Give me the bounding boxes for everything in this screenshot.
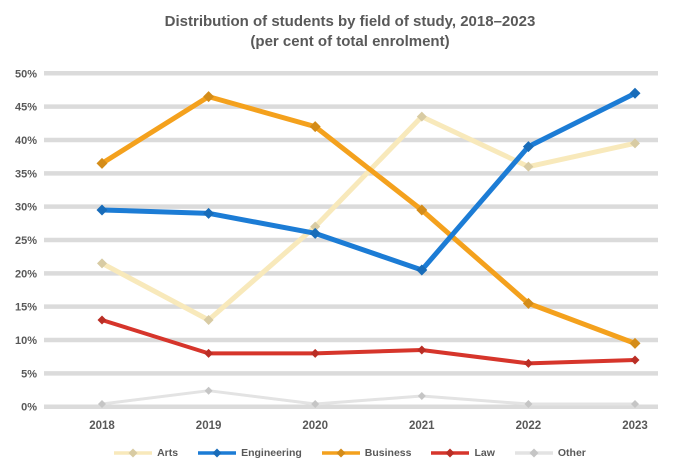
y-axis-tick-label: 50% bbox=[15, 68, 37, 80]
data-point-marker bbox=[204, 348, 214, 358]
series-line-business bbox=[99, 94, 638, 346]
data-point-marker bbox=[310, 221, 321, 232]
y-axis-tick-label: 30% bbox=[15, 202, 37, 214]
y-axis-tick-label: 5% bbox=[21, 368, 37, 380]
data-point-marker bbox=[631, 400, 639, 409]
data-point-marker bbox=[417, 345, 427, 355]
y-axis-tick-label: 45% bbox=[15, 102, 37, 114]
data-point-marker bbox=[417, 392, 426, 401]
chart-title-line1: Distribution of students by field of stu… bbox=[164, 13, 536, 30]
data-point-marker bbox=[416, 111, 427, 122]
legend-item-business: Business bbox=[321, 447, 412, 459]
data-point-marker bbox=[522, 141, 534, 153]
y-axis-tick-label: 10% bbox=[15, 335, 37, 347]
data-point-marker bbox=[203, 91, 215, 103]
data-point-marker bbox=[96, 204, 108, 216]
legend-item-law: Law bbox=[431, 447, 495, 459]
data-point-marker bbox=[524, 400, 533, 409]
legend-label: Other bbox=[557, 447, 586, 459]
x-axis-tick-label: 2023 bbox=[622, 420, 648, 432]
data-point-marker bbox=[310, 348, 320, 358]
legend-line-swatch-icon bbox=[431, 448, 470, 458]
series-line-arts bbox=[99, 114, 638, 323]
series-line-law bbox=[100, 318, 637, 366]
data-point-marker bbox=[523, 161, 534, 172]
data-point-marker bbox=[416, 264, 428, 276]
legend-label: Law bbox=[474, 447, 495, 459]
data-point-marker bbox=[629, 87, 641, 99]
data-point-marker bbox=[311, 400, 320, 409]
legend-label: Engineering bbox=[241, 447, 302, 459]
legend-label: Business bbox=[364, 447, 412, 459]
data-point-marker bbox=[96, 157, 108, 169]
y-axis-tick-label: 35% bbox=[15, 168, 37, 180]
data-point-marker bbox=[98, 400, 106, 409]
y-axis-tick-label: 40% bbox=[15, 135, 37, 147]
series-line-engineering bbox=[99, 90, 638, 273]
data-point-marker bbox=[203, 315, 214, 326]
data-point-marker bbox=[630, 355, 640, 365]
legend-item-arts: Arts bbox=[114, 447, 178, 459]
chart-legend: Arts Engineering Business Law Other bbox=[0, 447, 700, 459]
legend-item-engineering: Engineering bbox=[198, 447, 302, 459]
data-point-marker bbox=[630, 138, 640, 149]
chart-title: Distribution of students by field of stu… bbox=[0, 12, 700, 52]
series-line-other bbox=[100, 389, 637, 406]
data-point-marker bbox=[523, 358, 533, 368]
data-point-marker bbox=[97, 258, 107, 269]
data-point-marker bbox=[309, 227, 321, 239]
data-point-marker bbox=[522, 297, 534, 309]
y-axis-tick-label: 20% bbox=[15, 268, 37, 280]
x-axis-tick-label: 2022 bbox=[516, 420, 542, 432]
data-point-marker bbox=[309, 121, 321, 133]
x-axis-tick-label: 2019 bbox=[196, 420, 222, 432]
y-axis-tick-label: 25% bbox=[15, 235, 37, 247]
y-axis-tick-label: 0% bbox=[21, 402, 37, 414]
y-axis-tick-label: 15% bbox=[15, 302, 37, 314]
legend-line-swatch-icon bbox=[114, 448, 153, 458]
data-point-marker bbox=[204, 386, 213, 395]
legend-line-swatch-icon bbox=[198, 448, 237, 458]
data-point-marker bbox=[203, 207, 215, 219]
x-axis-tick-label: 2021 bbox=[409, 420, 435, 432]
legend-line-swatch-icon bbox=[514, 448, 553, 458]
legend-item-other: Other bbox=[514, 447, 586, 459]
data-point-marker bbox=[629, 337, 641, 349]
x-axis-tick-label: 2018 bbox=[89, 420, 115, 432]
data-point-marker bbox=[416, 204, 428, 216]
x-axis-tick-label: 2020 bbox=[302, 420, 328, 432]
legend-line-swatch-icon bbox=[321, 448, 360, 458]
data-point-marker bbox=[97, 315, 107, 325]
legend-label: Arts bbox=[157, 447, 179, 459]
chart-title-line2: (per cent of total enrolment) bbox=[250, 33, 450, 50]
